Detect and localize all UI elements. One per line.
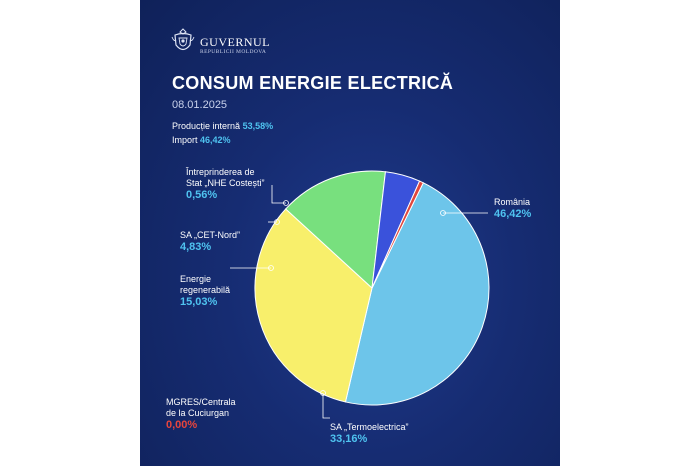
pie-slice-2 [285,170,386,290]
dot-termoelectrica [320,390,326,396]
pie-slice-0 [344,182,490,406]
label-nhe: Întreprinderea de Stat „NHE Costești” 0,… [186,167,265,201]
summary-import: Import 46,42% [172,135,231,145]
brand-name: GUVERNUL [200,35,270,49]
label-cet-nord: SA „CET-Nord” 4,83% [180,230,240,253]
label-nhe-value: 0,56% [186,189,218,201]
label-regenerabila-name-2: regenerabilă [180,285,231,295]
summary-internal-value: 53,58% [242,121,274,131]
label-regenerabila: Energie regenerabilă 15,03% [180,274,230,308]
label-mgres-name-2: de la Cuciurgan [166,408,230,418]
leader-termoelectrica [322,393,330,419]
coat-of-arms-icon [171,28,195,51]
leader-nhe [271,185,286,204]
label-mgres-value: 0,00% [166,419,198,431]
infographic-card: GUVERNUL REPUBLICII MOLDOVA CONSUM ENERG… [140,0,560,466]
pie-slice-4 [371,180,424,289]
label-nhe-name-1: Întreprinderea de [186,167,255,177]
summary-internal-label: Producție internă [172,121,241,131]
dot-regenerabila [268,265,274,271]
label-cet-nord-name: SA „CET-Nord” [180,230,241,240]
summary-internal: Producție internă 53,58% [172,121,273,131]
pie-chart [230,170,490,419]
page-title: CONSUM ENERGIE ELECTRICĂ [172,73,454,93]
brand-subtitle: REPUBLICII MOLDOVA [200,49,267,55]
dot-cet-nord [274,219,280,225]
label-romania-value: 46,42% [494,208,532,220]
label-romania-name: România [494,197,531,207]
date-label: 08.01.2025 [172,99,228,111]
summary-import-label: Import [172,135,198,145]
summary-import-value: 46,42% [200,135,231,145]
label-romania: România 46,42% [494,197,531,220]
label-cet-nord-value: 4,83% [180,241,212,253]
dot-romania [440,210,446,216]
label-regenerabila-name-1: Energie [180,274,212,284]
label-mgres-name-1: MGRES/Centrala [166,397,236,407]
label-termoelectrica-name: SA „Termoelectrica” [330,422,409,432]
label-mgres: MGRES/Centrala de la Cuciurgan 0,00% [166,397,236,431]
dot-nhe [283,200,289,206]
label-regenerabila-value: 15,03% [180,296,218,308]
label-nhe-name-2: Stat „NHE Costești” [186,178,265,188]
pie-slice-1 [254,208,373,403]
label-termoelectrica: SA „Termoelectrica” 33,16% [330,422,409,445]
label-termoelectrica-value: 33,16% [330,433,368,445]
